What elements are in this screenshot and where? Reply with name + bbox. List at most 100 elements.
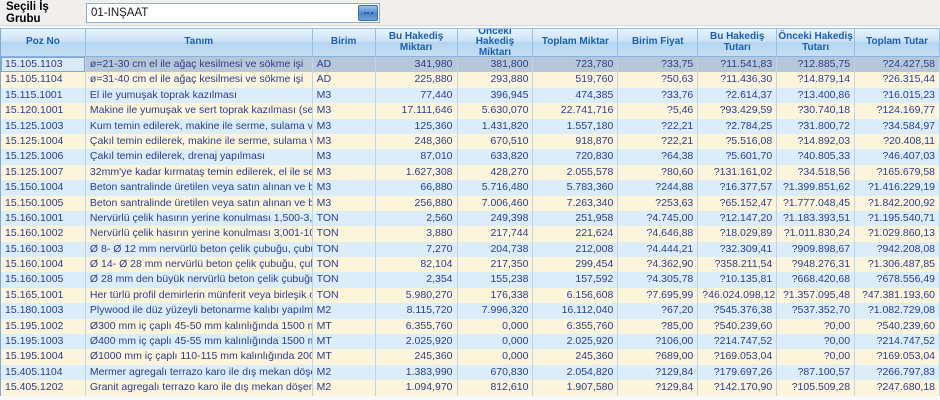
grid-cell-onceki-hakedis-miktari[interactable]: 5.716,480 <box>457 180 534 196</box>
grid-cell-toplam-tutar[interactable]: ?247.680,18 <box>855 380 940 396</box>
grid-cell-toplam-miktar[interactable]: 251,958 <box>533 210 619 227</box>
grid-cell-onceki-hakedis-tutari[interactable]: ?13.400,86 <box>777 87 856 104</box>
grid-cell-birim-fiyat[interactable]: ?33,75 <box>618 57 699 73</box>
grid-cell-onceki-hakedis-miktari[interactable]: 381,800 <box>457 57 534 73</box>
grid-cell-poz-no[interactable]: 15.160.1001 <box>1 210 86 227</box>
grid-cell-birim[interactable]: M3 <box>312 103 376 119</box>
grid-cell-tanim[interactable]: Çakıl temin edilerek, makine ile serme, … <box>85 133 313 150</box>
grid-cell-bu-hakedis-miktari[interactable]: 2.025,920 <box>375 334 458 350</box>
table-row[interactable]: 15.195.1004 Ø1000 mm iç çaplı 110-115 mm … <box>1 349 940 365</box>
grid-cell-tanim[interactable]: ø=21-30 cm el ile ağaç kesilmesi ve sökm… <box>85 57 313 73</box>
grid-cell-onceki-hakedis-tutari[interactable]: ?30.740,18 <box>777 103 856 119</box>
grid-cell-onceki-hakedis-miktari[interactable]: 0,000 <box>457 349 534 365</box>
grid-cell-bu-hakedis-tutari[interactable]: ?18.029,89 <box>698 226 778 242</box>
grid-cell-birim-fiyat[interactable]: ?106,00 <box>618 334 699 350</box>
column-header-toplam-tutar[interactable]: Toplam Tutar <box>855 28 940 57</box>
grid-cell-poz-no[interactable]: 15.195.1003 <box>1 334 86 350</box>
grid-cell-tanim[interactable]: Her türlü profil demirlerin münferit vey… <box>85 287 313 304</box>
grid-cell-bu-hakedis-tutari[interactable]: ?169.053,04 <box>698 349 778 365</box>
grid-cell-tanim[interactable]: Ø400 mm iç çaplı 45-55 mm kalınlığında 1… <box>85 334 313 350</box>
grid-cell-birim[interactable]: M3 <box>312 133 376 150</box>
grid-cell-onceki-hakedis-tutari[interactable]: ?1.183.393,51 <box>777 210 856 227</box>
grid-cell-birim[interactable]: TON <box>312 226 376 242</box>
grid-cell-tanim[interactable]: Beton santralinde üretilen veya satın al… <box>85 180 313 196</box>
grid-cell-bu-hakedis-miktari[interactable]: 17.111,646 <box>375 103 458 119</box>
grid-cell-toplam-miktar[interactable]: 519,760 <box>533 72 619 88</box>
grid-cell-toplam-miktar[interactable]: 6.355,760 <box>533 318 619 335</box>
column-header-bu-hakedis-tutari[interactable]: Bu Hakediş Tutarı <box>698 28 778 57</box>
grid-cell-poz-no[interactable]: 15.195.1002 <box>1 318 86 335</box>
grid-cell-toplam-miktar[interactable]: 2.055,578 <box>533 164 619 181</box>
grid-cell-bu-hakedis-tutari[interactable]: ?93.429,59 <box>698 103 778 119</box>
grid-cell-toplam-tutar[interactable]: ?540.239,60 <box>855 318 940 335</box>
grid-cell-birim-fiyat[interactable]: ?129,84 <box>618 380 699 396</box>
grid-cell-birim[interactable]: M3 <box>312 87 376 104</box>
grid-cell-toplam-miktar[interactable]: 16.112,040 <box>533 303 619 319</box>
grid-cell-tanim[interactable]: Ø1000 mm iç çaplı 110-115 mm kalınlığınd… <box>85 349 313 365</box>
grid-cell-birim[interactable]: TON <box>312 241 376 258</box>
grid-cell-bu-hakedis-miktari[interactable]: 125,360 <box>375 118 458 134</box>
grid-cell-poz-no[interactable]: 15.160.1002 <box>1 226 86 242</box>
grid-cell-poz-no[interactable]: 15.160.1005 <box>1 272 86 288</box>
grid-cell-bu-hakedis-tutari[interactable]: ?142.170,90 <box>698 380 778 396</box>
grid-cell-bu-hakedis-tutari[interactable]: ?11.436,30 <box>698 72 778 88</box>
grid-cell-poz-no[interactable]: 15.150.1005 <box>1 195 86 211</box>
grid-cell-toplam-miktar[interactable]: 1.907,580 <box>533 380 619 396</box>
table-row[interactable]: 15.180.1003 Plywood ile düz yüzeyli beton… <box>1 303 940 319</box>
grid-cell-bu-hakedis-tutari[interactable]: ?32.309,41 <box>698 241 778 258</box>
table-row[interactable]: 15.160.1003 Ø 8- Ø 12 mm nervürlü beton ç… <box>1 241 940 258</box>
table-row[interactable]: 15.160.1005 Ø 28 mm den büyük nervürlü be… <box>1 272 940 288</box>
grid-cell-toplam-miktar[interactable]: 918,870 <box>533 133 619 150</box>
grid-cell-toplam-miktar[interactable]: 22.741,716 <box>533 103 619 119</box>
grid-cell-bu-hakedis-miktari[interactable]: 2,560 <box>375 210 458 227</box>
grid-cell-onceki-hakedis-miktari[interactable]: 633,820 <box>457 149 534 165</box>
grid-cell-poz-no[interactable]: 15.160.1004 <box>1 257 86 273</box>
grid-cell-onceki-hakedis-miktari[interactable]: 0,000 <box>457 334 534 350</box>
grid-cell-birim-fiyat[interactable]: ?4.362,90 <box>618 257 699 273</box>
grid-cell-poz-no[interactable]: 15.125.1003 <box>1 118 86 134</box>
grid-cell-birim[interactable]: M3 <box>312 195 376 211</box>
column-header-birim-fiyat[interactable]: Birim Fiyat <box>618 28 699 57</box>
table-row[interactable]: 15.115.1001 El ile yumuşak toprak kazılma… <box>1 87 940 104</box>
grid-cell-birim[interactable]: AD <box>312 57 376 73</box>
table-row[interactable]: 15.405.1202 Granit agregalı terrazo karo … <box>1 380 940 396</box>
grid-cell-onceki-hakedis-tutari[interactable]: ?909.898,67 <box>777 241 856 258</box>
grid-cell-bu-hakedis-tutari[interactable]: ?2.784,25 <box>698 118 778 134</box>
column-header-bu-hakedis-miktari[interactable]: Bu Hakediş Miktarı <box>375 28 458 57</box>
grid-cell-bu-hakedis-tutari[interactable]: ?179.697,26 <box>698 364 778 381</box>
grid-cell-toplam-tutar[interactable]: ?266.797,83 <box>855 364 940 381</box>
grid-cell-toplam-tutar[interactable]: ?1.029.860,13 <box>855 226 940 242</box>
grid-cell-onceki-hakedis-tutari[interactable]: ?1.357.095,48 <box>777 287 856 304</box>
grid-cell-toplam-miktar[interactable]: 2.025,920 <box>533 334 619 350</box>
grid-cell-birim[interactable]: M2 <box>312 380 376 396</box>
grid-cell-onceki-hakedis-miktari[interactable]: 428,270 <box>457 164 534 181</box>
grid-cell-toplam-tutar[interactable]: ?1.082.729,08 <box>855 303 940 319</box>
grid-cell-birim-fiyat[interactable]: ?4.305,78 <box>618 272 699 288</box>
grid-cell-tanim[interactable]: Ø 8- Ø 12 mm nervürlü beton çelik çubuğu… <box>85 241 313 258</box>
grid-cell-toplam-miktar[interactable]: 2.054,820 <box>533 364 619 381</box>
grid-cell-bu-hakedis-miktari[interactable]: 5.980,270 <box>375 287 458 304</box>
grid-cell-bu-hakedis-miktari[interactable]: 66,880 <box>375 180 458 196</box>
table-row[interactable]: 15.405.1104 Mermer agregalı terrazo karo … <box>1 364 940 381</box>
grid-cell-onceki-hakedis-tutari[interactable]: ?537.352,70 <box>777 303 856 319</box>
grid-cell-bu-hakedis-tutari[interactable]: ?5.516,08 <box>698 133 778 150</box>
grid-cell-toplam-miktar[interactable]: 474,385 <box>533 87 619 104</box>
grid-cell-birim[interactable]: TON <box>312 287 376 304</box>
grid-cell-birim-fiyat[interactable]: ?33,76 <box>618 87 699 104</box>
grid-cell-toplam-miktar[interactable]: 157,592 <box>533 272 619 288</box>
grid-cell-onceki-hakedis-miktari[interactable]: 7.996,320 <box>457 303 534 319</box>
grid-cell-bu-hakedis-miktari[interactable]: 1.383,990 <box>375 364 458 381</box>
grid-cell-onceki-hakedis-miktari[interactable]: 249,398 <box>457 210 534 227</box>
grid-cell-toplam-tutar[interactable]: ?24.427,58 <box>855 57 940 73</box>
grid-cell-bu-hakedis-miktari[interactable]: 248,360 <box>375 133 458 150</box>
grid-cell-birim-fiyat[interactable]: ?253,63 <box>618 195 699 211</box>
grid-cell-onceki-hakedis-miktari[interactable]: 0,000 <box>457 318 534 335</box>
grid-cell-onceki-hakedis-tutari[interactable]: ?31.800,72 <box>777 118 856 134</box>
grid-cell-bu-hakedis-miktari[interactable]: 7,270 <box>375 241 458 258</box>
grid-cell-bu-hakedis-tutari[interactable]: ?214.747,52 <box>698 334 778 350</box>
table-row[interactable]: 15.195.1003 Ø400 mm iç çaplı 45-55 mm kal… <box>1 334 940 350</box>
grid-cell-onceki-hakedis-tutari[interactable]: ?14.892,03 <box>777 133 856 150</box>
grid-cell-tanim[interactable]: Kum temin edilerek, makine ile serme, su… <box>85 118 313 134</box>
work-group-combobox[interactable]: 01-İNŞAAT <box>86 2 380 23</box>
grid-cell-birim[interactable]: TON <box>312 272 376 288</box>
